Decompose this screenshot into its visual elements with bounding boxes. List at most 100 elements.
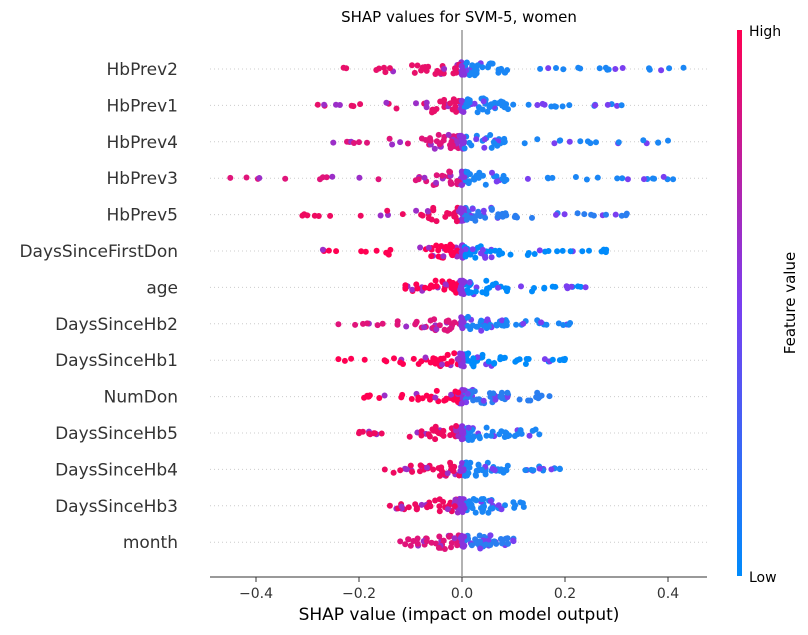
- shap-point: [592, 102, 599, 109]
- shap-point: [466, 139, 473, 146]
- shap-point: [384, 207, 391, 214]
- shap-point: [604, 101, 611, 108]
- shap-point: [458, 400, 465, 407]
- shap-point: [421, 174, 428, 181]
- shap-point: [459, 505, 465, 512]
- shap-point: [433, 387, 440, 394]
- shap-point: [461, 174, 468, 180]
- shap-point: [436, 508, 443, 515]
- shap-point: [468, 215, 475, 222]
- shap-point: [531, 251, 538, 257]
- shap-point: [461, 104, 468, 111]
- shap-point: [475, 462, 482, 469]
- shap-point: [493, 322, 500, 329]
- shap-point: [465, 437, 472, 443]
- shap-point: [552, 283, 559, 290]
- shap-point: [423, 104, 430, 111]
- shap-point: [404, 140, 411, 147]
- shap-point: [319, 246, 326, 253]
- shap-point: [497, 356, 504, 363]
- shap-point: [227, 174, 234, 181]
- shap-point: [304, 212, 311, 219]
- shap-point: [504, 389, 511, 396]
- shap-point: [352, 321, 359, 328]
- shap-point: [536, 431, 543, 438]
- shap-point: [577, 283, 584, 290]
- shap-point: [454, 542, 461, 549]
- shap-point: [488, 205, 495, 212]
- shap-point: [666, 65, 673, 72]
- shap-point: [530, 467, 537, 474]
- shap-point: [407, 542, 414, 549]
- shap-point: [424, 464, 430, 471]
- shap-point: [452, 103, 459, 110]
- shap-point: [640, 137, 647, 144]
- shap-point: [593, 139, 599, 146]
- shap-point: [436, 503, 443, 510]
- shap-point: [586, 247, 592, 254]
- colorbar-low-label: Low: [749, 570, 777, 586]
- shap-point: [536, 247, 543, 254]
- shap-point: [348, 355, 355, 362]
- shap-point: [574, 210, 581, 217]
- shap-point: [417, 244, 424, 251]
- shap-point: [521, 140, 528, 147]
- shap-point: [545, 65, 552, 72]
- shap-point: [615, 139, 622, 146]
- shap-point: [385, 251, 392, 258]
- shap-point: [499, 540, 505, 547]
- shap-point: [463, 216, 470, 223]
- shap-point: [436, 322, 443, 329]
- shap-point: [441, 65, 448, 72]
- shap-point: [480, 207, 487, 214]
- shap-point: [480, 496, 487, 502]
- shap-point: [560, 66, 567, 73]
- shap-point: [299, 212, 306, 219]
- shap-point: [504, 394, 511, 400]
- shap-point: [452, 388, 459, 395]
- shap-point: [538, 319, 545, 326]
- shap-point: [403, 466, 410, 473]
- shap-point: [410, 355, 417, 362]
- shap-point: [373, 247, 380, 254]
- shap-point: [562, 355, 568, 362]
- shap-point: [493, 178, 500, 185]
- shap-point: [488, 432, 495, 439]
- feature-label: DaysSinceHb5: [55, 424, 178, 444]
- shap-point: [431, 145, 438, 152]
- shap-point: [397, 139, 404, 146]
- shap-point: [525, 397, 532, 404]
- shap-point: [378, 430, 385, 437]
- shap-point: [432, 277, 439, 284]
- shap-point: [435, 247, 442, 254]
- shap-point: [399, 391, 406, 398]
- feature-label: HbPrev2: [107, 60, 178, 80]
- shap-point: [393, 105, 400, 112]
- shap-point: [499, 175, 506, 182]
- shap-point: [381, 392, 388, 399]
- shap-point: [433, 106, 440, 112]
- shap-point: [460, 466, 467, 473]
- shap-point: [415, 361, 422, 367]
- shap-point: [418, 135, 425, 142]
- shap-point: [483, 541, 489, 548]
- shap-point: [440, 355, 447, 362]
- shap-point: [452, 214, 459, 221]
- shap-point: [545, 248, 552, 254]
- shap-point: [471, 63, 478, 70]
- shap-point: [514, 214, 520, 221]
- scatter-points: [227, 59, 687, 552]
- x-axis-ticks: −0.4 −0.2 0.0 0.2 0.4: [239, 577, 679, 602]
- shap-point: [471, 72, 478, 79]
- shap-point: [413, 100, 419, 107]
- shap-point: [495, 69, 502, 76]
- shap-point: [452, 69, 459, 75]
- shap-point: [473, 472, 479, 479]
- shap-point: [516, 396, 523, 403]
- shap-point: [461, 145, 468, 152]
- shap-point: [445, 131, 452, 138]
- shap-point: [371, 430, 378, 437]
- shap-point: [351, 140, 357, 146]
- shap-point: [476, 435, 483, 442]
- shap-point: [478, 250, 484, 257]
